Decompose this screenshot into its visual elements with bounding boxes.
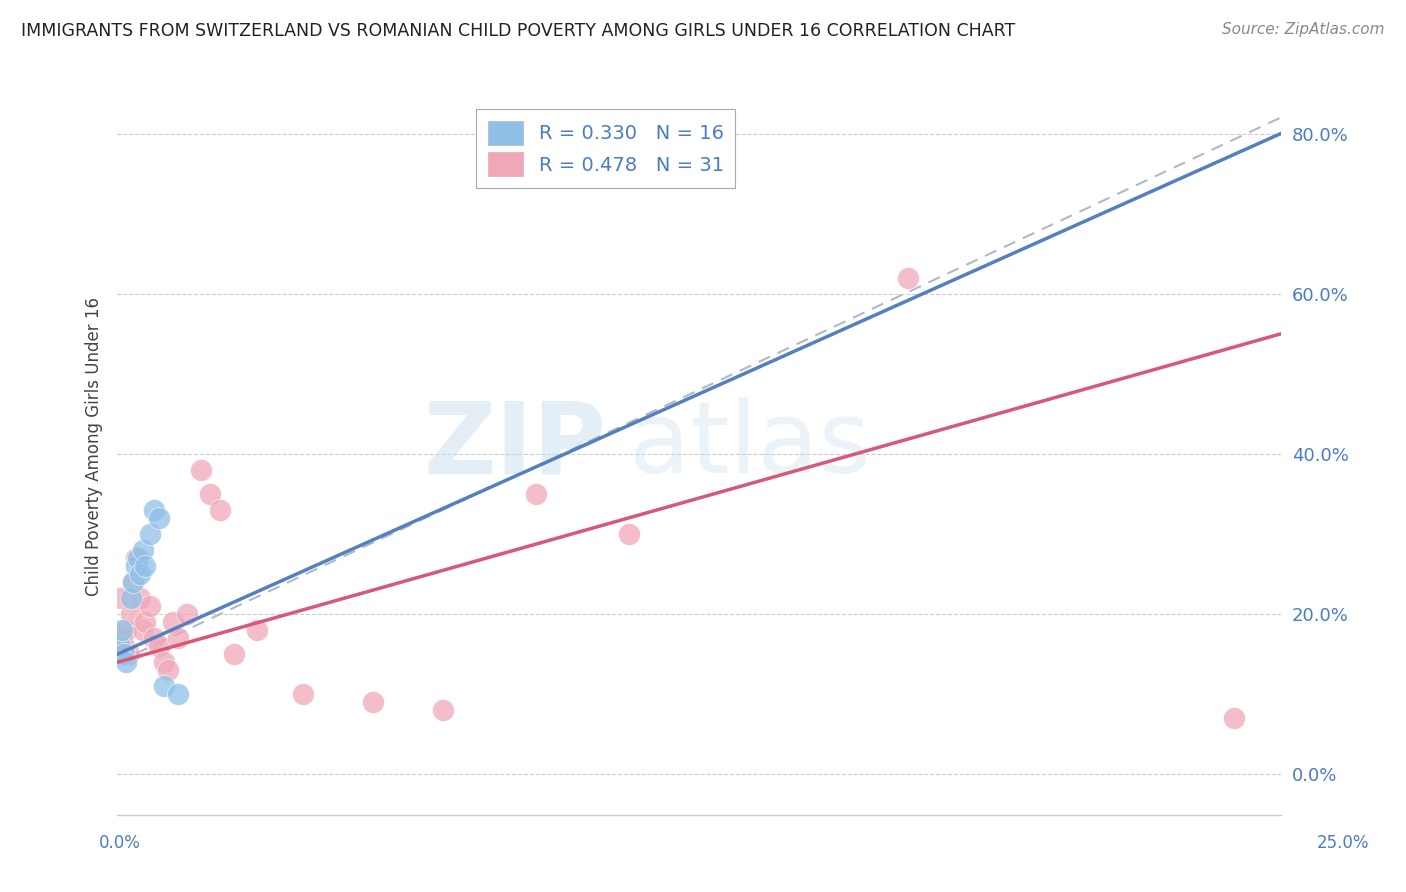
Point [432, 703, 454, 717]
Y-axis label: Child Poverty Among Girls Under 16: Child Poverty Among Girls Under 16 [86, 296, 103, 596]
Point [139, 527, 162, 541]
Point [162, 615, 184, 630]
Point [118, 648, 141, 662]
Point [112, 640, 135, 654]
Point [139, 599, 162, 614]
Point [111, 632, 134, 646]
Point [120, 607, 142, 622]
Point [108, 591, 131, 606]
Point [143, 503, 166, 517]
Point [134, 615, 156, 630]
Point [120, 591, 142, 606]
Point [166, 687, 188, 701]
Point [125, 559, 148, 574]
Point [200, 487, 222, 501]
Point [129, 567, 152, 582]
Point [897, 270, 920, 285]
Point [134, 559, 156, 574]
Text: Source: ZipAtlas.com: Source: ZipAtlas.com [1222, 22, 1385, 37]
Point [152, 656, 174, 670]
Point [129, 591, 152, 606]
Point [246, 624, 269, 638]
Point [166, 632, 188, 646]
Text: ZIP: ZIP [423, 398, 606, 494]
Point [152, 679, 174, 693]
Point [524, 487, 547, 501]
Point [208, 503, 231, 517]
Text: 0.0%: 0.0% [98, 834, 141, 852]
Text: 25.0%: 25.0% [1316, 834, 1369, 852]
Point [222, 648, 245, 662]
Text: atlas: atlas [630, 398, 870, 494]
Point [125, 551, 148, 566]
Point [292, 687, 315, 701]
Point [361, 695, 384, 709]
Point [157, 664, 180, 678]
Point [143, 632, 166, 646]
Legend: R = 0.330   N = 16, R = 0.478   N = 31: R = 0.330 N = 16, R = 0.478 N = 31 [477, 110, 735, 188]
Point [127, 551, 149, 566]
Point [148, 640, 170, 654]
Point [108, 640, 131, 654]
Point [132, 543, 155, 558]
Point [122, 575, 145, 590]
Point [132, 624, 155, 638]
Point [122, 575, 145, 590]
Point [190, 463, 212, 477]
Point [148, 511, 170, 525]
Point [1223, 711, 1246, 725]
Point [619, 527, 641, 541]
Point [115, 624, 138, 638]
Text: IMMIGRANTS FROM SWITZERLAND VS ROMANIAN CHILD POVERTY AMONG GIRLS UNDER 16 CORRE: IMMIGRANTS FROM SWITZERLAND VS ROMANIAN … [21, 22, 1015, 40]
Point [111, 624, 134, 638]
Point [176, 607, 198, 622]
Point [112, 648, 135, 662]
Point [115, 656, 138, 670]
